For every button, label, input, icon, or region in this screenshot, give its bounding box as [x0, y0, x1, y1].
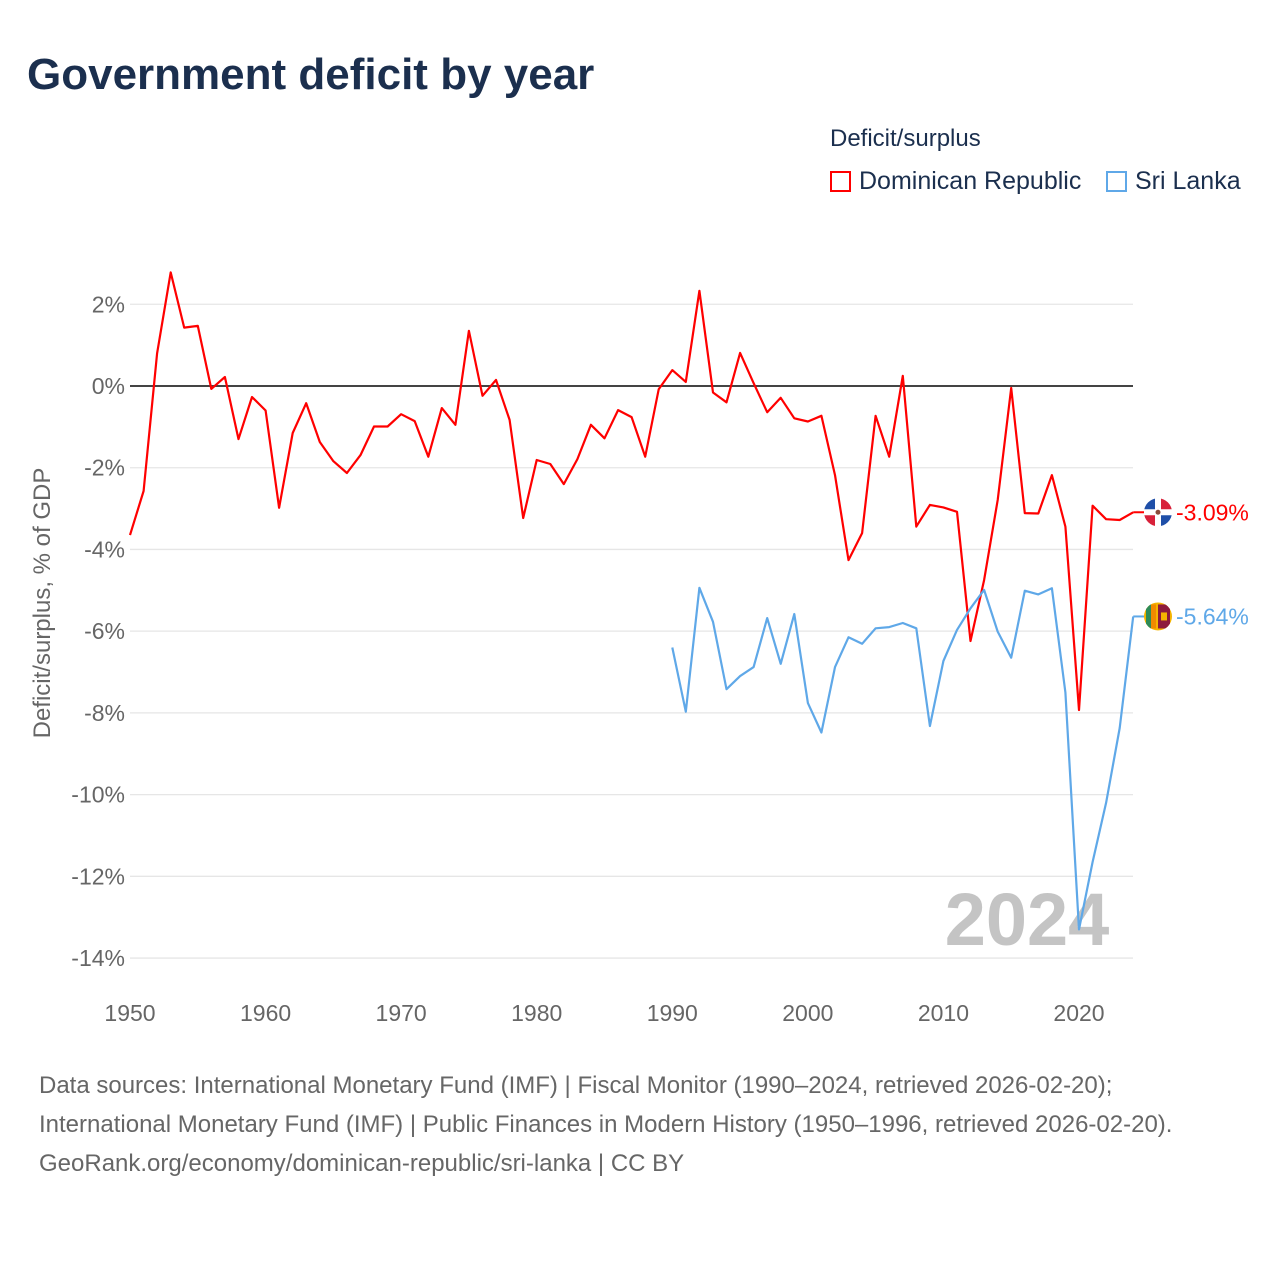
- end-value-label: -5.64%: [1176, 603, 1249, 629]
- y-tick-label: -2%: [84, 455, 125, 481]
- x-tick-label: 2020: [1053, 1000, 1104, 1026]
- x-tick-label: 1980: [511, 1000, 562, 1026]
- y-axis-label: Deficit/surplus, % of GDP: [29, 468, 56, 739]
- x-tick-label: 2000: [782, 1000, 833, 1026]
- legend-label: Sri Lanka: [1135, 167, 1241, 195]
- y-tick-label: -4%: [84, 536, 125, 562]
- footer: Data sources: International Monetary Fun…: [39, 1066, 1239, 1183]
- line-chart: 2% 0% -2% -4% -6% -8% -10% -12% -14% 1950 1960 1970…: [29, 271, 1249, 1026]
- y-tick-label: -10%: [71, 782, 125, 808]
- y-tick-label: -12%: [71, 863, 125, 889]
- legend-label: Dominican Republic: [859, 167, 1082, 195]
- y-tick-label: -8%: [84, 700, 125, 726]
- credit-link[interactable]: GeoRank.org/economy/dominican-republic/s…: [39, 1150, 685, 1177]
- legend-swatch: [830, 171, 851, 192]
- sri-lanka-flag-icon: [1144, 602, 1172, 631]
- x-tick-label: 1960: [240, 1000, 291, 1026]
- end-value-label: -3.09%: [1176, 499, 1249, 525]
- dominican-republic-flag-icon: [1144, 498, 1172, 527]
- series-line-sri-lanka[interactable]: [671, 586, 1135, 931]
- legend-title: Deficit/surplus: [830, 125, 981, 152]
- legend-swatch: [1106, 171, 1127, 192]
- year-watermark: 2024: [945, 878, 1110, 961]
- data-sources: Data sources: International Monetary Fun…: [39, 1072, 1173, 1138]
- y-tick-label: -6%: [84, 618, 125, 644]
- y-tick-label: 0%: [92, 373, 125, 399]
- legend-item-sri-lanka[interactable]: Sri Lanka: [1106, 167, 1241, 196]
- y-tick-label: 2%: [92, 291, 125, 317]
- x-tick-label: 2010: [918, 1000, 969, 1026]
- x-tick-label: 1950: [104, 1000, 155, 1026]
- x-tick-label: 1990: [647, 1000, 698, 1026]
- x-tick-label: 1970: [376, 1000, 427, 1026]
- legend-item-dominican-republic[interactable]: Dominican Republic: [830, 167, 1081, 196]
- y-tick-label: -14%: [71, 945, 125, 971]
- series-line-dominican-republic[interactable]: [128, 271, 1134, 712]
- chart-title: Government deficit by year: [27, 50, 595, 99]
